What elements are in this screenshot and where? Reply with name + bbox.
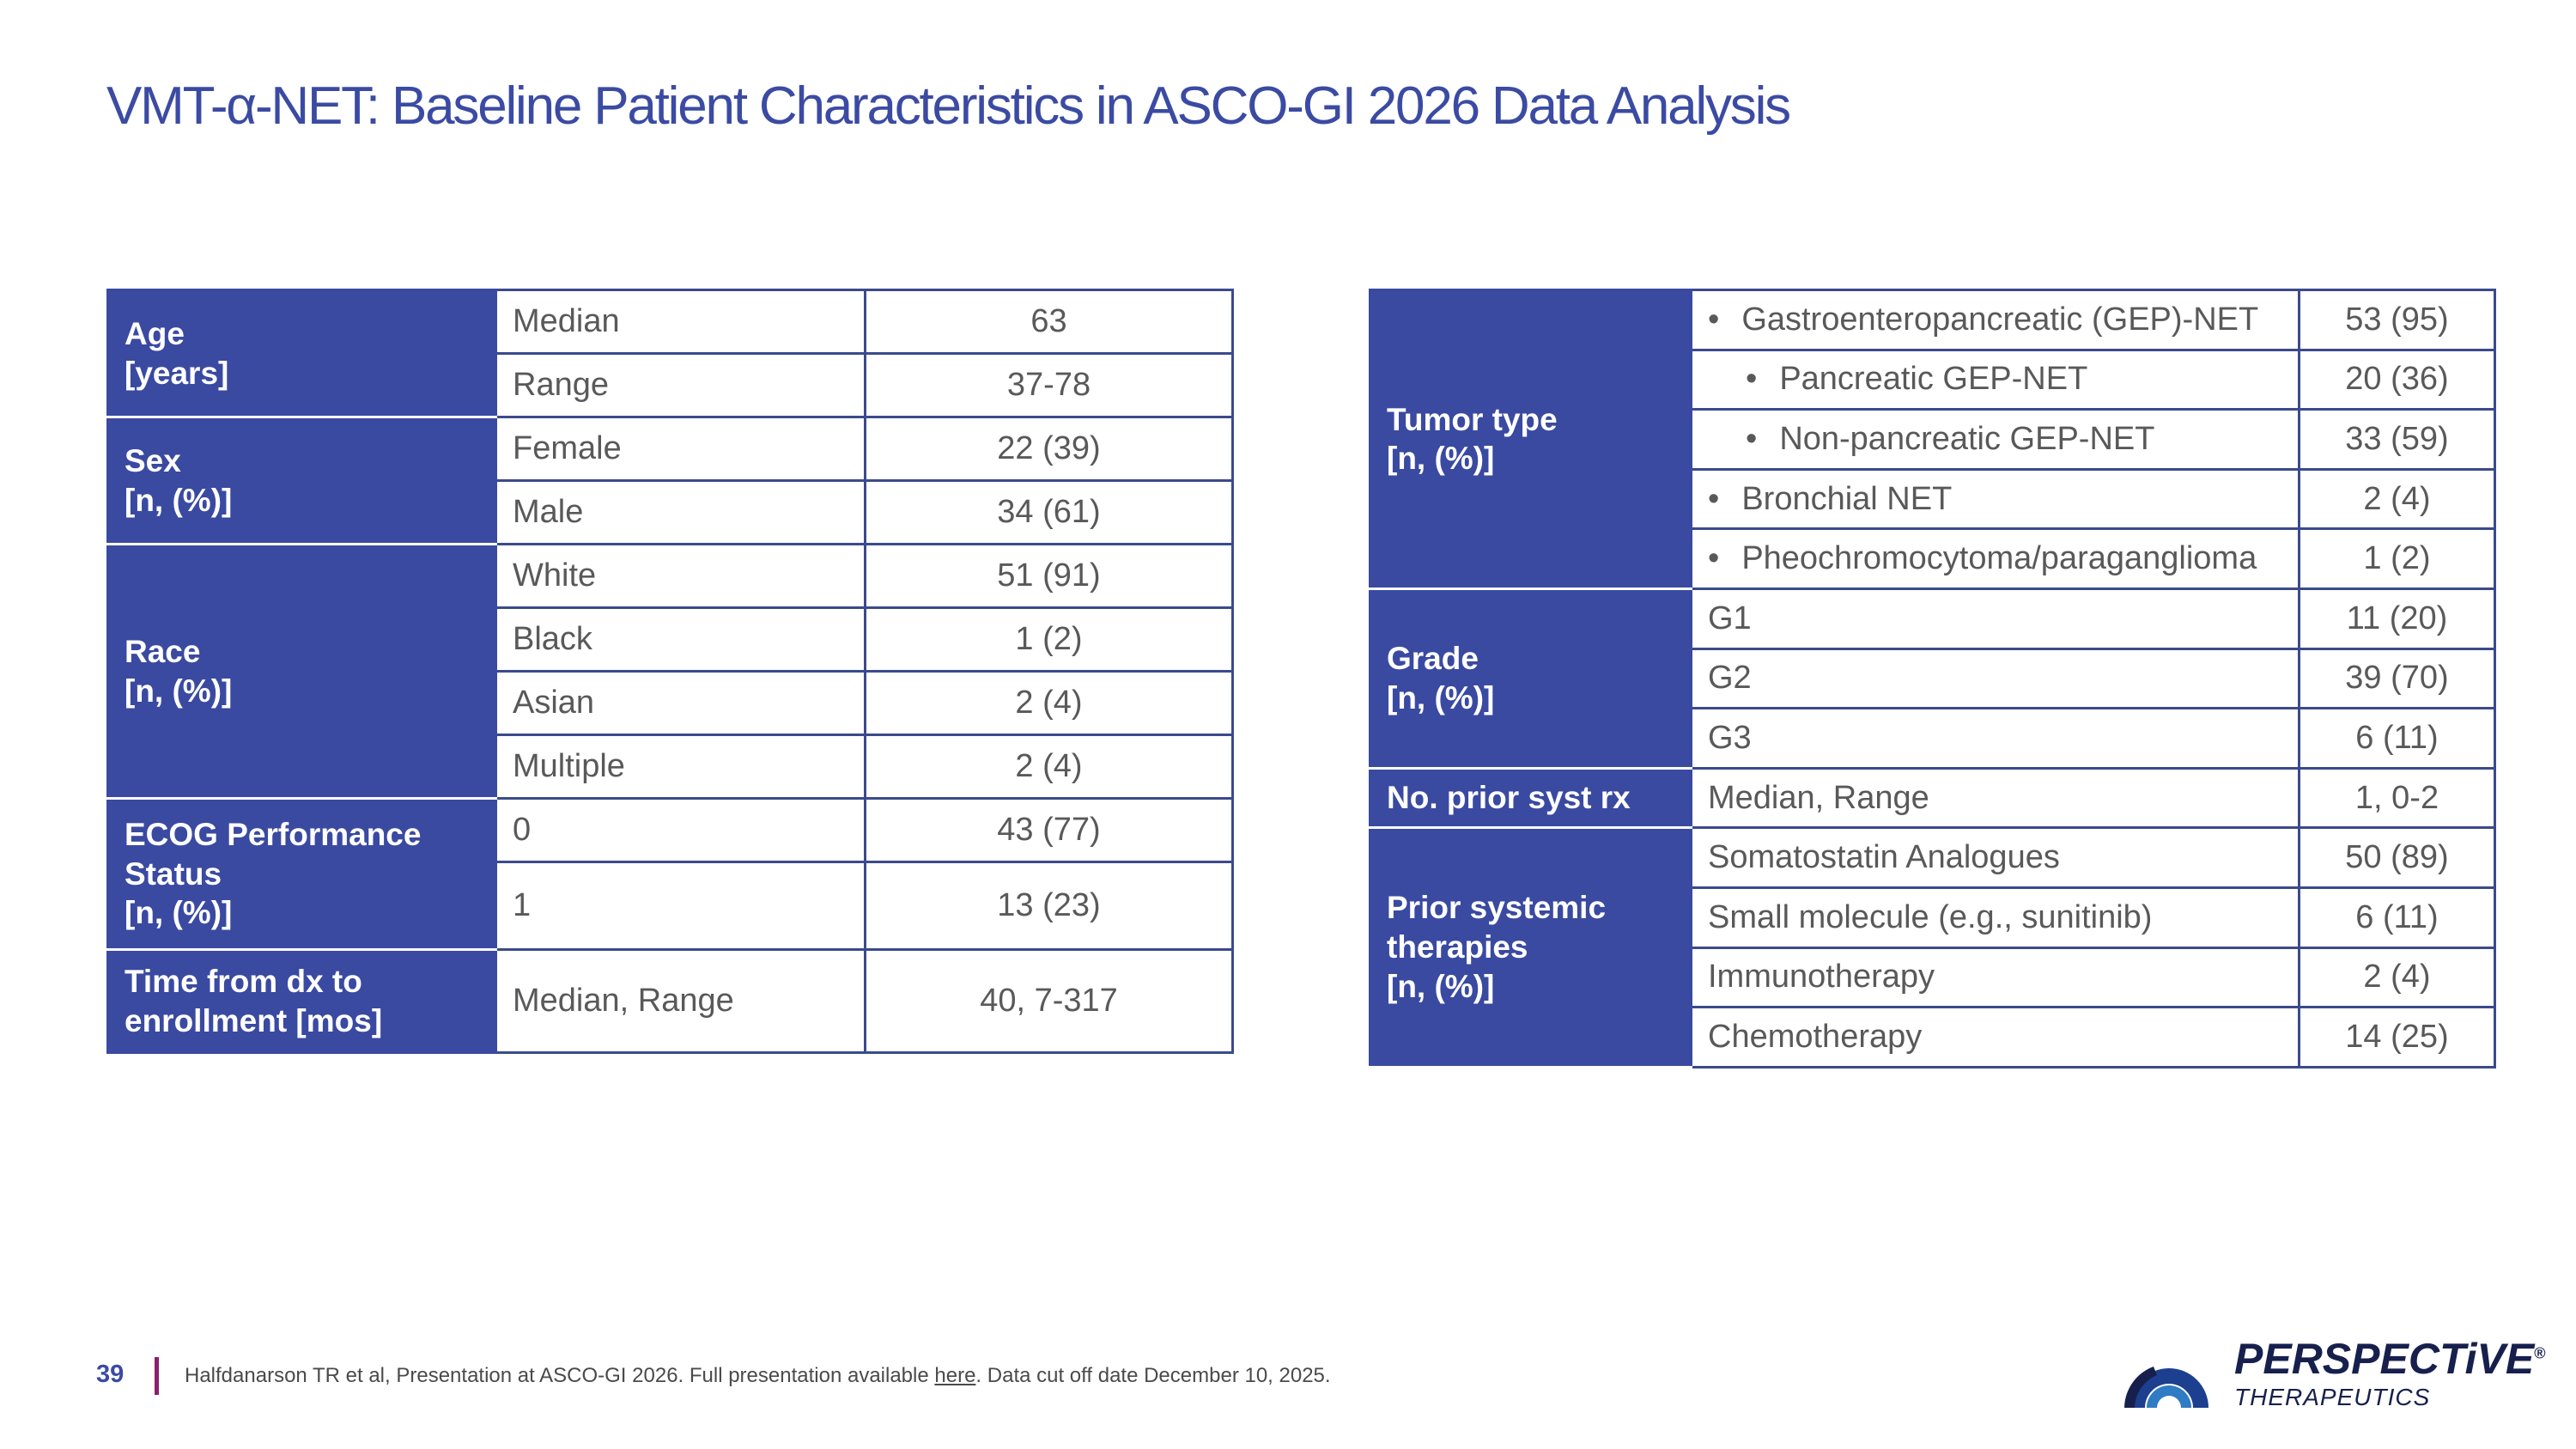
row-label: Small molecule (e.g., sunitinib)	[1690, 886, 2300, 949]
table-row: Pancreatic GEP-NET 20 (36)	[1370, 348, 2496, 411]
category-age: Age [years]	[106, 289, 497, 418]
row-value: 43 (77)	[864, 797, 1234, 863]
row-label: 0	[495, 797, 866, 863]
row-value: 37-78	[864, 352, 1234, 418]
table-row: ECOG Performance Status [n, (%)] 0 43 (7…	[106, 797, 1234, 951]
row-value: 39 (70)	[2298, 647, 2496, 710]
footer-separator	[155, 1357, 159, 1395]
row-value: 2 (4)	[864, 670, 1234, 736]
row-value: 6 (11)	[2298, 707, 2496, 770]
row-label: Chemotherapy	[1690, 1006, 2300, 1068]
row-value: 6 (11)	[2298, 886, 2496, 949]
category-sex: Sex [n, (%)]	[106, 416, 497, 545]
row-label: Somatostatin Analogues	[1690, 826, 2300, 889]
baseline-table-right: Tumor type [n, (%)] Gastroenteropancreat…	[1369, 289, 2496, 1068]
row-label: G3	[1690, 707, 2300, 770]
row-label: Pancreatic GEP-NET	[1690, 348, 2300, 411]
row-label: Median, Range	[495, 948, 866, 1054]
perspective-logo-mark-icon	[2124, 1367, 2208, 1408]
table-row: Tumor type [n, (%)] Gastroenteropancreat…	[1369, 289, 2496, 590]
footer-citation: Halfdanarson TR et al, Presentation at A…	[185, 1364, 1331, 1388]
row-label: Immunotherapy	[1690, 946, 2300, 1009]
table-row: Grade [n, (%)] G1 11 (20)	[1369, 587, 2496, 770]
row-value: 22 (39)	[864, 416, 1234, 482]
row-value: 11 (20)	[2298, 587, 2496, 650]
row-value: 13 (23)	[864, 861, 1234, 951]
table-row: Small molecule (e.g., sunitinib) 6 (11)	[1370, 886, 2496, 949]
table-row: Black 1 (2)	[108, 606, 1234, 673]
company-logo: PERSPECTiVE® THERAPEUTICS	[2121, 1327, 2545, 1413]
category-tumor-type: Tumor type [n, (%)]	[1369, 289, 1692, 590]
table-row: Prior systemic therapies [n, (%)] Somato…	[1369, 826, 2496, 1068]
row-value: 34 (61)	[864, 479, 1234, 545]
table-row: Bronchial NET 2 (4)	[1370, 467, 2496, 531]
row-label: G2	[1690, 647, 2300, 710]
table-row: Pheochromocytoma/paraganglioma 1 (2)	[1370, 527, 2496, 590]
table-row: Male 34 (61)	[108, 479, 1234, 545]
row-label: Male	[495, 479, 866, 545]
table-row: Asian 2 (4)	[108, 670, 1234, 736]
row-value: 2 (4)	[2298, 946, 2496, 1009]
table-row: G2 39 (70)	[1370, 647, 2496, 710]
table-row: Non-pancreatic GEP-NET 33 (59)	[1370, 408, 2496, 471]
category-time-to-enrollment: Time from dx to enrollment [mos]	[106, 948, 497, 1054]
page-number: 39	[96, 1361, 125, 1388]
row-value: 1, 0-2	[2298, 766, 2496, 830]
row-value: 1 (2)	[864, 606, 1234, 673]
row-value: 51 (91)	[864, 543, 1234, 609]
table-row: 1 13 (23)	[108, 861, 1234, 951]
row-value: 2 (4)	[864, 734, 1234, 800]
table-row: Range 37-78	[108, 352, 1234, 418]
row-label: Asian	[495, 670, 866, 736]
row-label: Gastroenteropancreatic (GEP)-NET	[1690, 289, 2300, 351]
citation-prefix: Halfdanarson TR et al, Presentation at A…	[185, 1364, 935, 1387]
row-label: G1	[1690, 587, 2300, 650]
category-ecog: ECOG Performance Status [n, (%)]	[106, 797, 497, 951]
row-value: 40, 7-317	[864, 948, 1234, 1054]
slide-title: VMT-α-NET: Baseline Patient Characterist…	[106, 76, 1791, 136]
table-row: Age [years] Median 63	[106, 289, 1234, 418]
table-row: Sex [n, (%)] Female 22 (39)	[106, 416, 1234, 545]
category-race: Race [n, (%)]	[106, 543, 497, 800]
table-row: Time from dx to enrollment [mos] Median,…	[106, 948, 1234, 1054]
row-value: 2 (4)	[2298, 467, 2496, 531]
baseline-table-left: Age [years] Median 63 Range 37-78 Sex [n…	[106, 289, 1234, 1054]
table-row: Chemotherapy 14 (25)	[1370, 1006, 2496, 1068]
row-label: Pheochromocytoma/paraganglioma	[1690, 527, 2300, 590]
table-row: Multiple 2 (4)	[108, 734, 1234, 800]
presentation-link[interactable]: here	[934, 1364, 976, 1387]
citation-suffix: . Data cut off date December 10, 2025.	[975, 1364, 1331, 1387]
row-label: Bronchial NET	[1690, 467, 2300, 531]
row-value: 50 (89)	[2298, 826, 2496, 889]
row-value: 14 (25)	[2298, 1006, 2496, 1068]
table-row: Race [n, (%)] White 51 (91)	[106, 543, 1234, 800]
row-label: Non-pancreatic GEP-NET	[1690, 408, 2300, 471]
row-label: Range	[495, 352, 866, 418]
row-label: Female	[495, 416, 866, 482]
row-value: 33 (59)	[2298, 408, 2496, 471]
row-value: 1 (2)	[2298, 527, 2496, 590]
row-value: 53 (95)	[2298, 289, 2496, 351]
row-label: White	[495, 543, 866, 609]
row-label: Median, Range	[1690, 766, 2300, 830]
row-label: Median	[495, 289, 866, 355]
row-label: 1	[495, 861, 866, 951]
table-row: No. prior syst rx Median, Range 1, 0-2	[1369, 766, 2496, 830]
table-row: G3 6 (11)	[1370, 707, 2496, 770]
row-value: 20 (36)	[2298, 348, 2496, 411]
table-row: Immunotherapy 2 (4)	[1370, 946, 2496, 1009]
row-label: Black	[495, 606, 866, 673]
row-label: Multiple	[495, 734, 866, 800]
row-value: 63	[864, 289, 1234, 355]
logo-subtitle: THERAPEUTICS	[2234, 1384, 2431, 1410]
category-prior-systemic-rx: No. prior syst rx	[1369, 766, 1692, 830]
category-prior-therapies: Prior systemic therapies [n, (%)]	[1369, 826, 1692, 1068]
logo-wordmark: PERSPECTiVE®	[2234, 1335, 2546, 1383]
category-grade: Grade [n, (%)]	[1369, 587, 1692, 770]
